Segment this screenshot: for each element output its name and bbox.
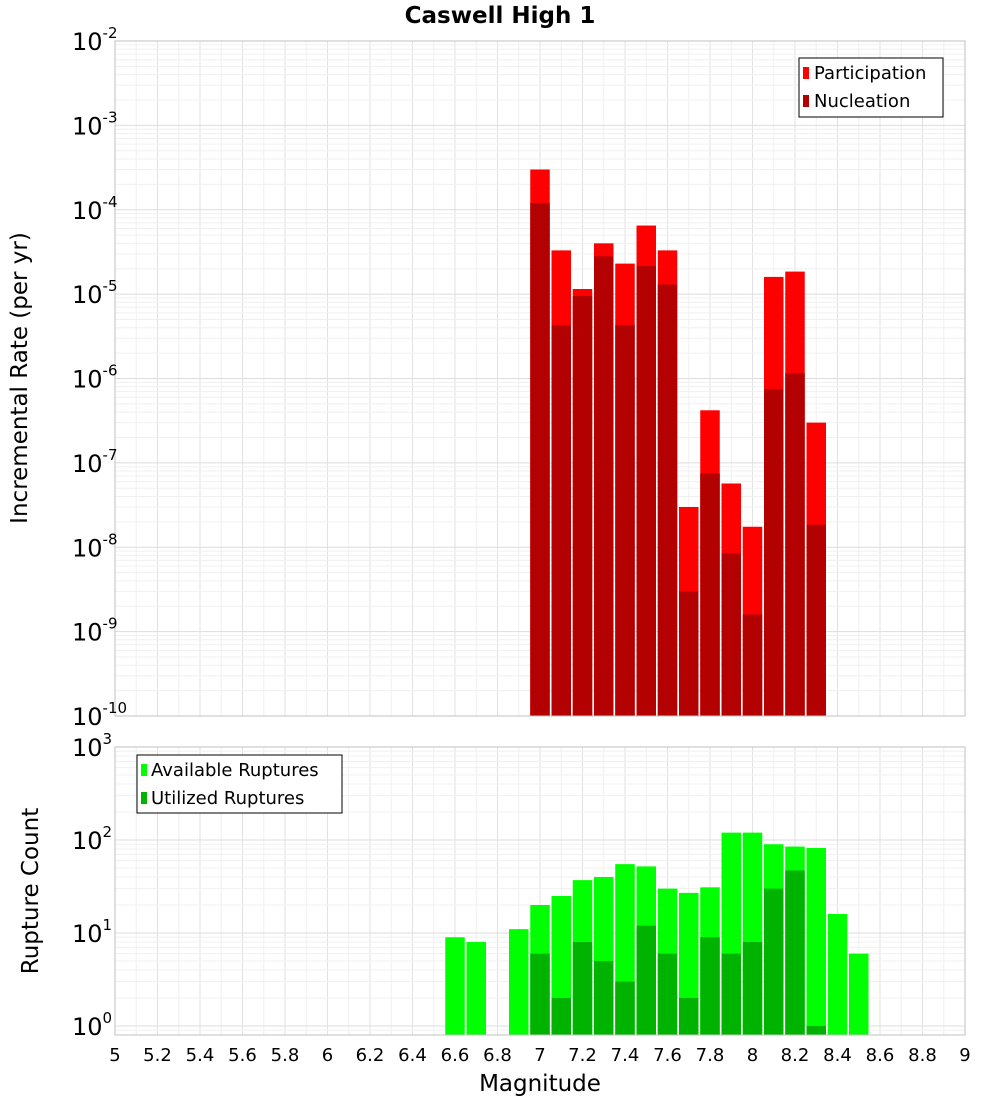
y-tick-label: 10-7	[72, 446, 118, 478]
bar-nucleation-7.8	[700, 473, 720, 716]
x-tick-label: 6	[322, 1045, 333, 1066]
bottom-legend: Available Ruptures Utilized Ruptures	[136, 754, 343, 814]
x-tick-label: 8.6	[866, 1045, 895, 1066]
top-legend: Participation Nucleation	[798, 57, 944, 118]
bar-nucleation-7.4	[615, 325, 635, 716]
top-legend-box	[798, 57, 944, 118]
x-tick-label: 7	[534, 1045, 545, 1066]
y-tick-label: 10-2	[72, 24, 118, 56]
bottom-y-axis-label: Rupture Count	[18, 808, 44, 974]
legend-label-utilized: Utilized Ruptures	[151, 788, 304, 809]
legend-label-available: Available Ruptures	[151, 760, 319, 781]
x-ticks: 5 5.2 5.4 5.6 5.8 6 6.2 6.4 6.6 6.8 7 7.2 7.4 7.6 7.8 8…	[109, 1045, 970, 1066]
x-tick-label: 7.8	[696, 1045, 725, 1066]
bar-nucleation-8.0	[742, 614, 763, 716]
y-tick-label: 10-6	[72, 362, 118, 394]
bar-nucleation-7.3	[594, 256, 614, 716]
top-y-axis-label: Incremental Rate (per yr)	[7, 232, 33, 524]
bar-nucleation-7.7	[679, 591, 699, 716]
x-tick-label: 8.4	[823, 1045, 852, 1066]
bottom-bars	[445, 832, 869, 1035]
x-tick-label: 6.8	[483, 1045, 512, 1066]
bar-available-ruptures-6.7	[466, 942, 486, 1035]
x-tick-label: 7.4	[611, 1045, 640, 1066]
bar-utilized-ruptures-7.3	[594, 960, 614, 1035]
bar-utilized-ruptures-7.6	[657, 953, 678, 1035]
bar-available-ruptures-6.6	[445, 937, 465, 1035]
bar-utilized-ruptures-7.5	[636, 925, 656, 1035]
legend-swatch-utilized	[141, 792, 147, 804]
bar-available-ruptures-8.3	[806, 848, 826, 1035]
bar-utilized-ruptures-7.1	[551, 997, 571, 1035]
x-tick-label: 5.2	[143, 1045, 172, 1066]
bar-utilized-ruptures-7.8	[700, 937, 720, 1035]
top-plot-frame	[114, 40, 966, 717]
x-tick-label: 7.6	[653, 1045, 682, 1066]
bar-available-ruptures-8.5	[849, 953, 869, 1035]
bar-nucleation-8.3	[806, 524, 826, 716]
y-tick-label: 103	[72, 730, 112, 762]
x-tick-label: 8.2	[781, 1045, 810, 1066]
bar-utilized-ruptures-8.0	[742, 942, 763, 1035]
x-tick-label: 6.4	[398, 1045, 427, 1066]
y-tick-label: 10-10	[72, 699, 127, 731]
x-tick-label: 5.8	[271, 1045, 300, 1066]
x-tick-label: 9	[959, 1045, 970, 1066]
x-tick-label: 5.6	[228, 1045, 257, 1066]
bar-available-ruptures-6.9	[509, 929, 529, 1035]
x-tick-label: 8.8	[908, 1045, 937, 1066]
bottom-plot-frame	[114, 746, 966, 1036]
y-tick-label: 10-8	[72, 530, 118, 562]
y-tick-label: 100	[72, 1009, 112, 1041]
bar-nucleation-7.5	[636, 266, 656, 716]
top-y-ticks: 10-2 10-3 10-4 10-5 10-6 10-7 10-8 10-9 10-10	[72, 24, 127, 731]
x-tick-label: 5	[109, 1045, 120, 1066]
bottom-panel: 103 102 101 100 5 5.2 5.4 5.6 5.8 6 6.2 6.4 6.6 6.8 7…	[18, 730, 971, 1097]
legend-swatch-nucleation	[803, 95, 809, 107]
bar-nucleation-8.2	[785, 373, 805, 716]
bottom-legend-box	[136, 754, 343, 814]
x-tick-label: 7.2	[568, 1045, 597, 1066]
bar-nucleation-7.9	[721, 553, 741, 716]
y-tick-label: 10-9	[72, 615, 118, 647]
y-tick-label: 10-5	[72, 277, 118, 309]
legend-swatch-participation	[803, 67, 809, 79]
bar-available-ruptures-8.4	[827, 914, 848, 1035]
bar-utilized-ruptures-7.4	[615, 981, 635, 1035]
x-axis-label: Magnitude	[479, 1071, 601, 1097]
bar-utilized-ruptures-7.2	[572, 942, 593, 1035]
legend-label-participation: Participation	[814, 63, 926, 84]
y-tick-label: 102	[72, 823, 112, 855]
x-tick-label: 6.2	[356, 1045, 385, 1066]
bar-nucleation-8.1	[764, 389, 784, 716]
x-tick-label: 5.4	[186, 1045, 215, 1066]
bar-nucleation-7.2	[572, 296, 593, 716]
bar-utilized-ruptures-7.0	[530, 953, 550, 1035]
legend-label-nucleation: Nucleation	[814, 91, 910, 112]
y-tick-label: 101	[72, 916, 112, 948]
y-tick-label: 10-4	[72, 193, 118, 225]
legend-swatch-available	[141, 764, 147, 776]
top-panel: 10-2 10-3 10-4 10-5 10-6 10-7 10-8 10-9 10-10 In…	[7, 24, 966, 731]
y-tick-label: 10-3	[72, 108, 118, 140]
bar-utilized-ruptures-7.9	[721, 953, 741, 1035]
bar-utilized-ruptures-8.1	[764, 888, 784, 1035]
bar-utilized-ruptures-8.3	[806, 1025, 826, 1035]
bar-utilized-ruptures-7.7	[679, 997, 699, 1035]
bar-nucleation-7.6	[657, 284, 678, 716]
bar-nucleation-7.0	[530, 203, 550, 716]
chart-title: Caswell High 1	[405, 3, 596, 29]
bar-nucleation-7.1	[551, 325, 571, 716]
x-tick-label: 8	[747, 1045, 758, 1066]
x-tick-label: 6.6	[441, 1045, 470, 1066]
bar-utilized-ruptures-8.2	[785, 870, 805, 1035]
top-bars	[530, 169, 826, 717]
bottom-y-ticks: 103 102 101 100	[72, 730, 112, 1041]
